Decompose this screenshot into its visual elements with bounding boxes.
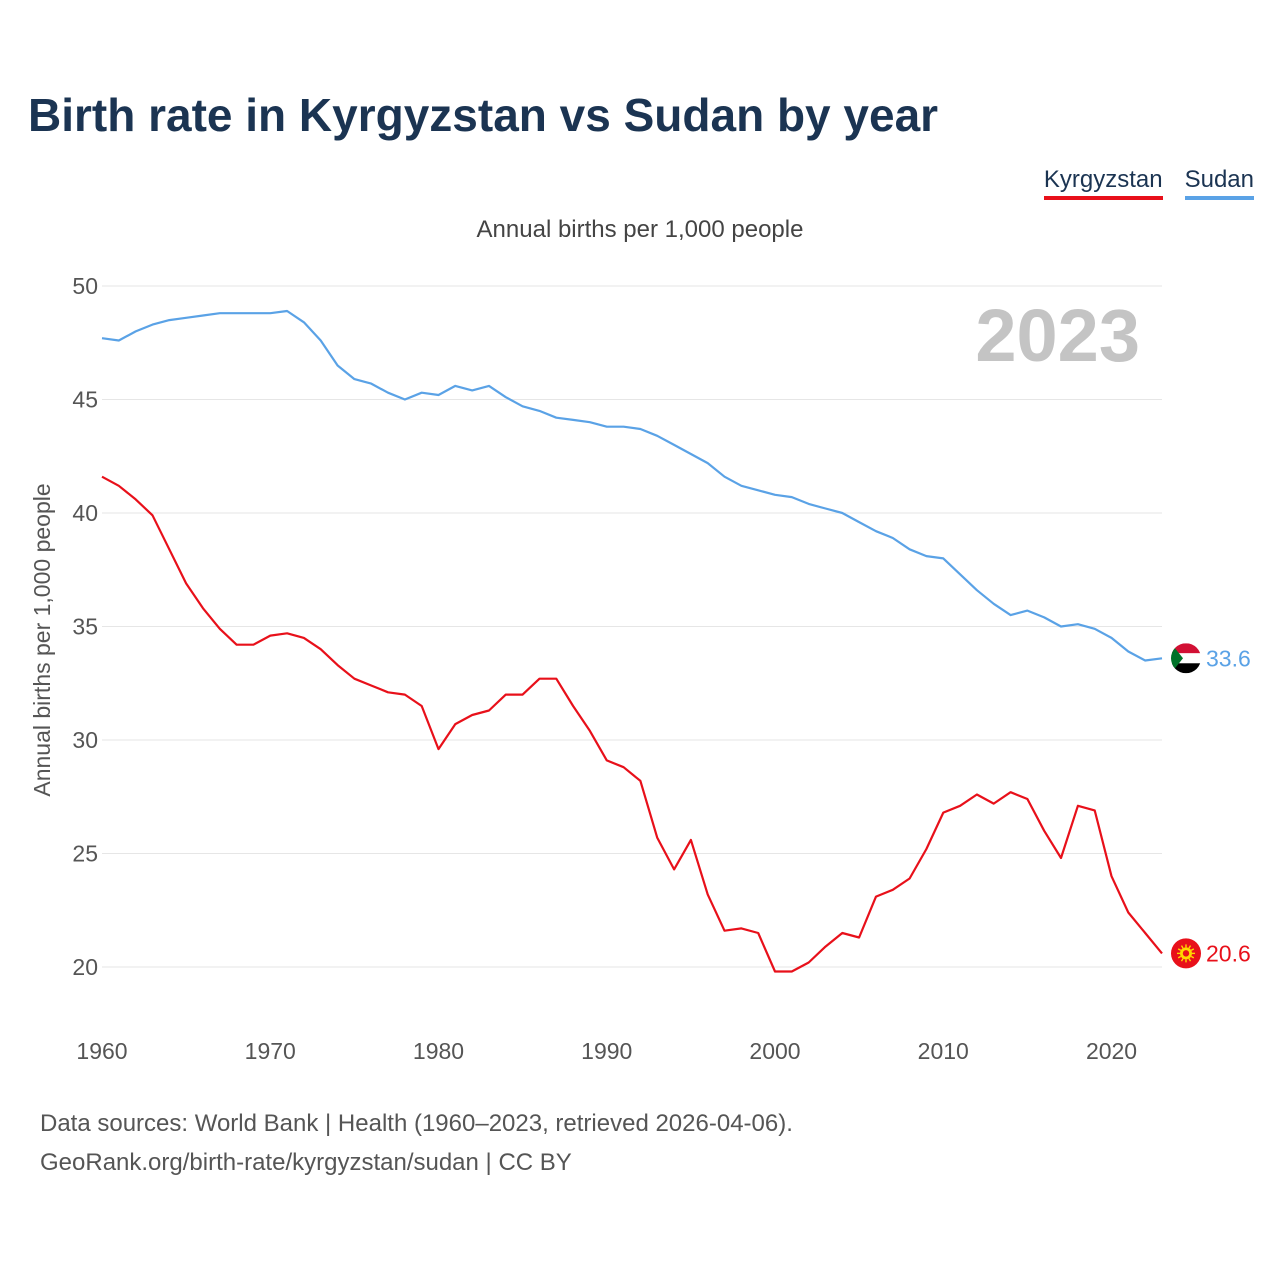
x-tick-label: 1970: [245, 1038, 296, 1064]
line-chart: 2023 20 25 30 35 40 45 50 1960 1970 1980 1990 2000…: [29, 273, 1251, 1064]
x-tick-label: 1990: [581, 1038, 632, 1064]
legend-item-sudan[interactable]: Sudan: [1184, 166, 1254, 200]
x-axis-ticks: 1960 1970 1980 1990 2000 2010 2020: [76, 1038, 1137, 1064]
series-line-sudan: [101, 309, 1163, 662]
y-tick-label: 50: [72, 273, 98, 299]
end-value-label-sudan: 33.6: [1206, 645, 1251, 671]
chart-title: Birth rate in Kyrgyzstan vs Sudan by yea…: [28, 89, 939, 141]
y-tick-label: 40: [72, 500, 98, 526]
x-tick-label: 2020: [1086, 1038, 1137, 1064]
y-tick-label: 45: [72, 387, 98, 413]
year-watermark: 2023: [975, 294, 1140, 377]
x-tick-label: 1960: [76, 1038, 127, 1064]
flag-icon-sudan: [1171, 643, 1201, 674]
series-line-kyrgyzstan: [101, 475, 1163, 973]
y-axis-label: Annual births per 1,000 people: [29, 483, 55, 796]
source-line: Data sources: World Bank | Health (1960–…: [40, 1110, 793, 1137]
y-axis-ticks: 20 25 30 35 40 45 50: [72, 273, 98, 980]
end-markers: 20.6 33.6: [1171, 643, 1251, 969]
y-tick-label: 20: [72, 954, 98, 980]
series-lines: [101, 309, 1163, 973]
attribution-line: GeoRank.org/birth-rate/kyrgyzstan/sudan …: [40, 1149, 572, 1176]
flag-icon-kyrgyzstan: [1171, 938, 1201, 969]
y-tick-label: 35: [72, 614, 98, 640]
legend-item-kyrgyzstan[interactable]: Kyrgyzstan: [1043, 166, 1163, 200]
y-tick-label: 30: [72, 727, 98, 753]
chart-subtitle: Annual births per 1,000 people: [476, 216, 804, 243]
y-tick-label: 25: [72, 841, 98, 867]
gridlines: [102, 285, 1162, 968]
end-value-label-kyrgyzstan: 20.6: [1206, 940, 1251, 966]
x-tick-label: 2010: [918, 1038, 969, 1064]
footer: Data sources: World Bank | Health (1960–…: [40, 1104, 793, 1182]
x-tick-label: 2000: [749, 1038, 800, 1064]
x-tick-label: 1980: [413, 1038, 464, 1064]
legend: Kyrgyzstan Sudan: [1043, 166, 1254, 200]
